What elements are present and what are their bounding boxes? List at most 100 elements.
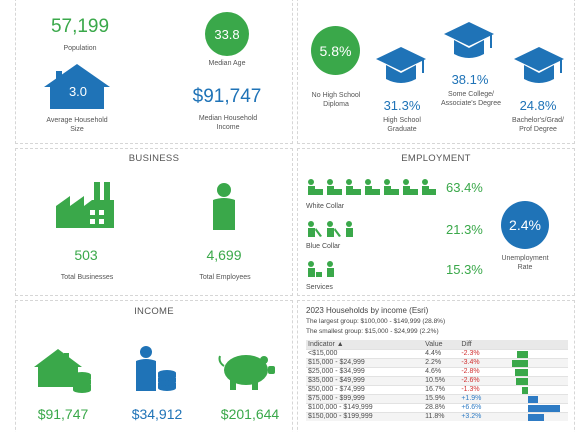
household-size-label: Average Household Size bbox=[46, 117, 108, 133]
services-value: 15.3% bbox=[446, 262, 483, 277]
table-row[interactable]: $35,000 - $49,999 10.5% -2.6% bbox=[306, 375, 568, 385]
employment-panel bbox=[297, 148, 575, 296]
diff-cell: -3.4% bbox=[459, 357, 494, 367]
table-row[interactable]: $75,000 - $99,999 15.9% +1.9% bbox=[306, 393, 568, 403]
blue-collar-label: Blue Collar bbox=[306, 243, 341, 250]
business-panel bbox=[15, 148, 293, 296]
demographics-panel bbox=[15, 0, 293, 144]
value-cell: 10.5% bbox=[423, 375, 460, 385]
education-panel bbox=[297, 0, 575, 144]
unemployment-label: Unemployment Rate bbox=[501, 255, 549, 271]
households-income-panel bbox=[297, 300, 575, 432]
diff-bar-column-header bbox=[493, 340, 568, 349]
population-label: Population bbox=[63, 45, 97, 52]
income-net-worth-value: $201,644 bbox=[220, 406, 280, 422]
diff-cell: -2.6% bbox=[459, 375, 494, 385]
factory-icon bbox=[56, 182, 114, 228]
diff-bar bbox=[517, 350, 529, 358]
no-high-school-value: 5.8% bbox=[319, 42, 352, 59]
diff-cell: +3.2% bbox=[459, 411, 494, 421]
value-cell: 15.9% bbox=[423, 393, 460, 403]
diff-bar bbox=[514, 368, 529, 376]
value-cell: 4.6% bbox=[423, 366, 460, 376]
unemployment-circle: 2.4% bbox=[501, 201, 549, 249]
value-cell: 11.8% bbox=[423, 411, 460, 421]
house-with-coins-icon bbox=[34, 349, 91, 393]
graduation-cap-icon bbox=[444, 22, 494, 58]
diff-bar bbox=[528, 395, 538, 403]
diff-bar-cell bbox=[493, 348, 568, 358]
employment-header: EMPLOYMENT bbox=[401, 153, 471, 164]
diff-bar bbox=[511, 359, 529, 367]
services-icon-row bbox=[308, 261, 334, 277]
table-row[interactable]: $150,000 - $199,999 11.8% +3.2% bbox=[306, 411, 568, 421]
table-row[interactable]: $25,000 - $34,999 4.6% -2.8% bbox=[306, 366, 568, 376]
some-college-value: 38.1% bbox=[451, 72, 489, 87]
income-panel bbox=[15, 300, 293, 432]
person-icon bbox=[213, 183, 235, 230]
indicator-cell: $100,000 - $149,999 bbox=[306, 402, 424, 412]
diff-cell: -2.8% bbox=[459, 366, 494, 376]
household-size-value: 3.0 bbox=[68, 84, 88, 99]
graduation-cap-icon bbox=[376, 47, 426, 83]
median-age-label: Median Age bbox=[208, 60, 246, 67]
largest-group-text: The largest group: $100,000 - $149,999 (… bbox=[306, 318, 446, 325]
white-collar-icon-row bbox=[308, 179, 436, 195]
indicator-cell: $75,000 - $99,999 bbox=[306, 393, 424, 403]
indicator-cell: $150,000 - $199,999 bbox=[306, 411, 424, 421]
diff-cell: +1.9% bbox=[459, 393, 494, 403]
indicator-cell: $25,000 - $34,999 bbox=[306, 366, 424, 376]
households-title: 2023 Households by income (Esri) bbox=[306, 306, 429, 315]
total-businesses-label: Total Businesses bbox=[60, 274, 114, 281]
income-header: INCOME bbox=[134, 306, 174, 317]
smallest-group-text: The smallest group: $15,000 - $24,999 (2… bbox=[306, 328, 439, 335]
diff-bar-cell bbox=[493, 375, 568, 385]
value-cell: 4.4% bbox=[423, 348, 460, 358]
piggy-bank-icon bbox=[218, 355, 275, 390]
unemployment-value: 2.4% bbox=[509, 217, 541, 233]
total-businesses-value: 503 bbox=[74, 247, 98, 263]
diff-bar-cell bbox=[493, 357, 568, 367]
indicator-column-header[interactable]: Indicator ▲ bbox=[308, 340, 344, 348]
diff-cell: +6.6% bbox=[459, 402, 494, 412]
diff-bar bbox=[515, 377, 529, 385]
graduation-cap-icon bbox=[514, 47, 564, 83]
blue-collar-value: 21.3% bbox=[446, 222, 483, 237]
white-collar-label: White Collar bbox=[306, 203, 345, 210]
bachelors-label: Bachelor's/Grad/ Prof Degree bbox=[512, 117, 564, 133]
diff-cell: -1.3% bbox=[459, 384, 494, 394]
income-per-capita-value: $34,912 bbox=[131, 406, 183, 422]
table-row[interactable]: $15,000 - $24,999 2.2% -3.4% bbox=[306, 357, 568, 367]
value-cell: 28.8% bbox=[423, 402, 460, 412]
diff-bar-cell bbox=[493, 393, 568, 403]
value-cell: 16.7% bbox=[423, 384, 460, 394]
population-value: 57,199 bbox=[50, 16, 110, 37]
bachelors-value: 24.8% bbox=[519, 98, 557, 113]
diff-bar-cell bbox=[493, 384, 568, 394]
person-with-coins-icon bbox=[136, 346, 176, 391]
income-household-value: $91,747 bbox=[37, 406, 89, 422]
services-label: Services bbox=[306, 284, 333, 291]
median-age-circle: 33.8 bbox=[205, 12, 249, 56]
total-employees-value: 4,699 bbox=[206, 247, 242, 263]
value-column-header[interactable]: Value bbox=[425, 340, 443, 348]
blue-collar-icon-row bbox=[308, 221, 353, 237]
table-row[interactable]: $100,000 - $149,999 28.8% +6.6% bbox=[306, 402, 568, 412]
households-income-table: Indicator ▲ Value Diff <$15,000 4.4% -2.3%… bbox=[306, 340, 568, 421]
table-header-row: Indicator ▲ Value Diff bbox=[306, 340, 568, 349]
diff-bar-cell bbox=[493, 366, 568, 376]
diff-column-header[interactable]: Diff bbox=[461, 340, 472, 348]
diff-bar bbox=[528, 413, 544, 421]
table-row[interactable]: $50,000 - $74,999 16.7% -1.3% bbox=[306, 384, 568, 394]
some-college-label: Some College/ Associate's Degree bbox=[440, 91, 502, 107]
white-collar-value: 63.4% bbox=[446, 180, 483, 195]
diff-cell: -2.3% bbox=[459, 348, 494, 358]
no-high-school-label: No High School Diploma bbox=[311, 92, 361, 108]
table-row[interactable]: <$15,000 4.4% -2.3% bbox=[306, 348, 568, 358]
indicator-cell: $50,000 - $74,999 bbox=[306, 384, 424, 394]
diff-bar-cell bbox=[493, 402, 568, 412]
median-income-value: $91,747 bbox=[192, 86, 262, 107]
diff-bar-cell bbox=[493, 411, 568, 421]
value-cell: 2.2% bbox=[423, 357, 460, 367]
house-icon bbox=[44, 64, 110, 109]
